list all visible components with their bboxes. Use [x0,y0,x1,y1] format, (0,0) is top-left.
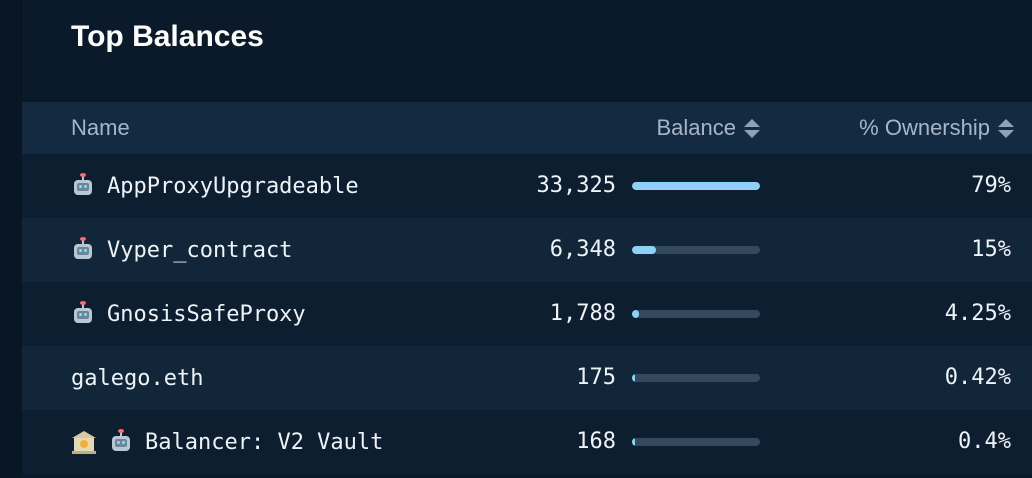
holder-name-cell[interactable]: galego.eth [71,346,203,410]
balance-bar-fill [632,246,657,254]
table-header: Name Balance % Ownership [22,102,1032,154]
balance-value: 6,348 [549,237,616,262]
holder-name-cell[interactable]: GnosisSafeProxy [71,282,306,346]
left-sidebar-edge [0,0,22,478]
sort-icon[interactable] [998,118,1014,138]
top-balances-panel: Top Balances Name Balance % Ownership Ap… [22,0,1032,478]
balance-value: 175 [576,365,616,390]
balance-bar [632,246,760,254]
table-row[interactable]: galego.eth 175 0.42% [22,346,1032,410]
balance-value: 168 [576,429,616,454]
holder-name[interactable]: GnosisSafeProxy [107,301,306,327]
balance-bar-fill [632,310,639,318]
column-header-ownership[interactable]: % Ownership [859,102,1014,154]
balance-value: 33,325 [536,173,616,198]
robot-icon [71,301,95,326]
ownership-value: 4.25% [944,301,1011,326]
holder-name[interactable]: Vyper_contract [107,237,293,263]
sort-icon[interactable] [744,118,760,138]
holder-name[interactable]: AppProxyUpgradeable [107,173,359,199]
holder-name[interactable]: galego.eth [71,365,204,391]
table-row[interactable]: Balancer: V2 Vault 168 0.4% [22,410,1032,474]
table-row[interactable]: AppProxyUpgradeable 33,325 79% [22,154,1032,218]
balance-bar [632,182,760,190]
table-row[interactable]: GnosisSafeProxy 1,788 4.25% [22,282,1032,346]
panel-title: Top Balances [71,20,264,53]
ownership-value: 15% [971,237,1011,262]
robot-icon [71,237,95,262]
ownership-value: 0.42% [944,365,1011,390]
balance-bar-fill [632,438,635,446]
balance-bar [632,374,760,382]
column-header-ownership-label: % Ownership [859,115,990,140]
column-header-name: Name [71,115,130,140]
robot-icon [71,173,95,198]
balance-bar-fill [632,182,760,190]
column-header-balance-label: Balance [656,115,736,140]
ownership-value: 0.4% [958,429,1011,454]
holder-name[interactable]: Balancer: V2 Vault [145,429,384,455]
holder-name-cell[interactable]: Balancer: V2 Vault [71,410,383,474]
balance-value: 1,788 [549,301,616,326]
balance-bar [632,310,760,318]
holder-name-cell[interactable]: AppProxyUpgradeable [71,154,359,218]
balance-bar-fill [632,374,635,382]
robot-icon [109,429,133,454]
column-header-balance[interactable]: Balance [656,102,760,154]
bank-icon [71,429,97,455]
balance-bar [632,438,760,446]
table-row[interactable]: Vyper_contract 6,348 15% [22,218,1032,282]
holder-name-cell[interactable]: Vyper_contract [71,218,292,282]
ownership-value: 79% [971,173,1011,198]
